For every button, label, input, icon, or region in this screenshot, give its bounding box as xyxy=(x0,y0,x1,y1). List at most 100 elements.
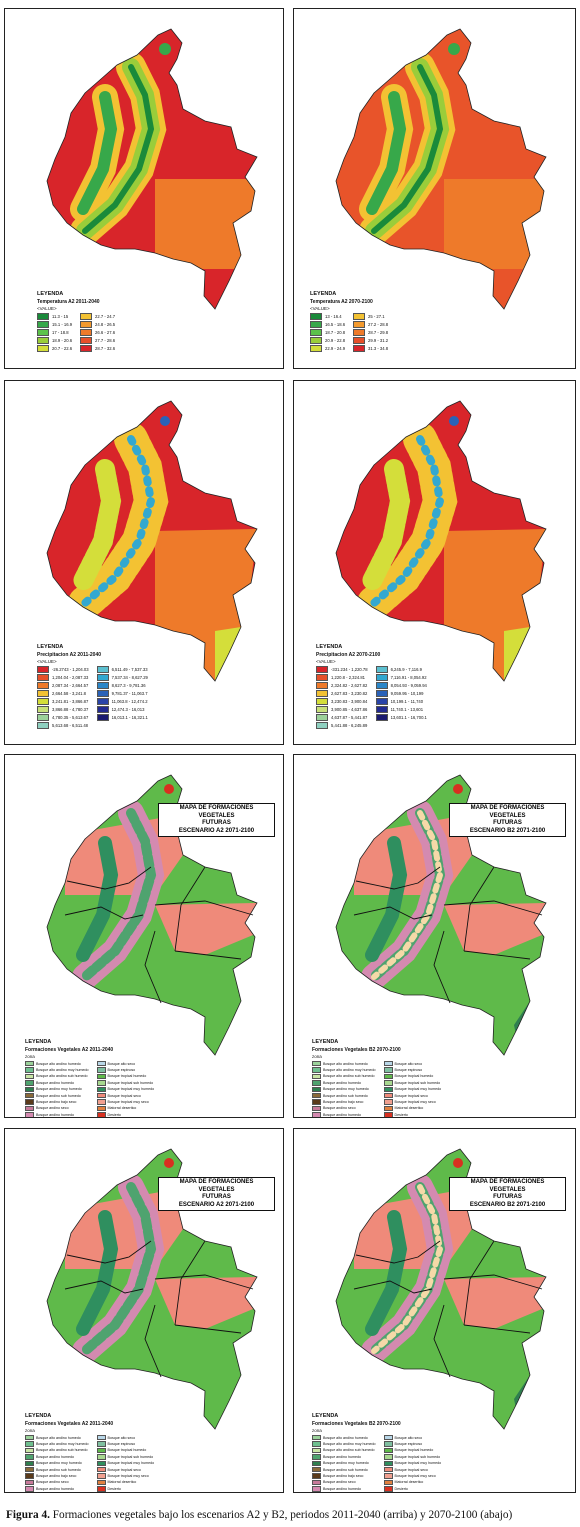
legend-swatch xyxy=(383,1466,393,1473)
legend-item-label: 25 - 27.1 xyxy=(368,314,385,319)
legend-swatch xyxy=(383,1061,393,1067)
legend-swatch xyxy=(25,1466,34,1473)
department-boundary xyxy=(174,866,206,952)
pacific-very-humid xyxy=(365,836,408,962)
legend-item: Desierto xyxy=(96,1112,155,1117)
legend-swatch xyxy=(383,1435,393,1441)
legend-item: Bosque alto andino sub humedo xyxy=(25,1073,89,1080)
legend-item: Bosque alto andino sub humedo xyxy=(312,1447,376,1454)
department-boundary xyxy=(353,906,433,920)
legend-item: Bosque espinoso xyxy=(383,1067,442,1073)
map-legend: LEYENDA Precipitacion A2 2011-2040 <VALUE>… xyxy=(37,644,148,729)
country-outline xyxy=(46,28,258,310)
legend-item-label: Bosque tropical sub humedo xyxy=(107,1454,154,1459)
legend-item: Bosque alto andino muy humedo xyxy=(25,1067,89,1073)
legend-swatch xyxy=(96,1092,106,1099)
legend-item: Bosque espinoso xyxy=(96,1441,155,1447)
legend-item: Bosque andino bajo seco xyxy=(25,1473,89,1479)
legend-item-label: 28.7 - 32.6 xyxy=(95,346,116,351)
legend-item-label: 6,511.49 - 7,537.33 xyxy=(111,667,148,672)
legend-swatch xyxy=(312,1454,321,1460)
legend-swatch xyxy=(37,682,49,689)
legend-item-label: 6,245.9 - 7,116.9 xyxy=(390,667,422,672)
legend-item-label: Bosque alto andino humedo xyxy=(323,1061,368,1066)
legend-item: Bosque andino humedo xyxy=(25,1486,89,1492)
legend-item: Bosque tropical muy humedo xyxy=(383,1086,442,1092)
legend-item-label: Bosque andino humedo xyxy=(323,1454,361,1459)
legend-swatch xyxy=(312,1466,321,1473)
map-title-line: FUTURAS xyxy=(202,1194,231,1200)
andean-very-humid xyxy=(80,808,157,982)
legend-item: 1,220.8 - 2,324.81 xyxy=(316,674,368,681)
legend-item-label: 20.7 - 22.6 xyxy=(52,346,73,351)
legend-item: 16.5 - 18.6 xyxy=(310,321,345,328)
legend-swatch xyxy=(353,313,366,320)
legend-item: 7,537.34 - 8,627.29 xyxy=(96,674,148,681)
legend-swatch xyxy=(96,1479,106,1486)
legend-swatch xyxy=(80,329,93,336)
legend-swatch xyxy=(375,706,388,713)
legend-swatch xyxy=(312,1073,321,1080)
legend-item: 27.2 - 28.8 xyxy=(353,321,388,328)
legend-title: Precipitacion A2 2070-2100 xyxy=(316,652,381,658)
legend-item-label: Matorral desertico xyxy=(107,1480,137,1485)
legend-swatch xyxy=(96,1086,106,1092)
legend-item: 22.7 - 24.7 xyxy=(80,313,115,320)
department-boundary xyxy=(463,950,531,960)
legend-title: Formaciones Vegetales A2 2011-2040 xyxy=(25,1047,114,1053)
legend-swatch xyxy=(96,674,109,681)
legend-item-label: Bosque andino seco xyxy=(36,1106,69,1111)
legend-swatch xyxy=(25,1061,34,1067)
legend-item: 6,511.49 - 7,537.33 xyxy=(96,666,148,673)
legend-item-label: 7,116.91 - 8,054.92 xyxy=(390,675,427,680)
legend-items: -26.2743 - 1,204.03 1,204.04 - 2,087.33 2,… xyxy=(37,666,148,729)
legend-item: Bosque andino seco xyxy=(312,1105,376,1112)
legend-item-label: Bosque tropical sub humedo xyxy=(107,1080,154,1085)
legend-swatch xyxy=(37,321,49,328)
country-outline xyxy=(335,774,547,1056)
legend-item-label: Bosque tropical sub humedo xyxy=(394,1454,441,1459)
legend-item-label: Bosque tropical muy humedo xyxy=(394,1087,442,1092)
region-lowland-south xyxy=(444,179,546,269)
legend-items: -331.234 - 1,220.78 1,220.8 - 2,324.81 2,3… xyxy=(316,666,427,729)
legend-item: Desierto xyxy=(383,1112,442,1117)
legend-swatch xyxy=(310,321,322,328)
legend-items: Bosque alto andino humedo Bosque alto and… xyxy=(25,1061,155,1117)
department-boundary xyxy=(353,1280,433,1294)
legend-item-label: 27.2 - 28.8 xyxy=(368,322,389,327)
legend-swatch xyxy=(37,690,49,697)
map-legend: LEYENDA Formaciones Vegetales B2 2070-210… xyxy=(312,1413,442,1492)
legend-swatch xyxy=(383,1479,393,1486)
legend-item: 2,324.82 - 2,627.82 xyxy=(316,682,368,689)
legend-item: Bosque andino sub humedo xyxy=(312,1092,376,1099)
legend-item: Bosque alto seco xyxy=(383,1435,442,1441)
legend-item-label: 20.9 - 22.8 xyxy=(325,338,346,343)
department-boundary xyxy=(463,1324,531,1334)
legend-item: Bosque andino bajo seco xyxy=(312,1473,376,1479)
legend-items: Bosque alto andino humedo Bosque alto and… xyxy=(25,1435,155,1492)
legend-item-label: 11,063.8 - 12,474.2 xyxy=(111,699,148,704)
legend-item: Matorral desertico xyxy=(383,1479,442,1486)
legend-item: Matorral desertico xyxy=(96,1479,155,1486)
legend-item: 11,740.1 - 13,601 xyxy=(375,706,427,713)
legend-item-label: Bosque tropical humedo xyxy=(394,1074,434,1079)
legend-item-label: Bosque alto andino muy humedo xyxy=(36,1442,89,1447)
legend-swatch xyxy=(96,1466,106,1473)
legend-item: Bosque tropical humedo xyxy=(383,1073,442,1080)
legend-swatch xyxy=(37,313,49,320)
legend-item-label: Bosque andino sub humedo xyxy=(36,1467,81,1472)
legend-item-label: Bosque tropical sub humedo xyxy=(394,1080,441,1085)
legend-item-label: Bosque alto andino humedo xyxy=(323,1435,368,1440)
legend-item-label: Bosque tropical seco xyxy=(107,1467,141,1472)
legend-swatch xyxy=(25,1486,34,1492)
legend-item-label: 5,441.88 - 6,245.89 xyxy=(331,723,368,728)
legend-value-label: <VALUE> xyxy=(316,659,336,664)
legend-item: Bosque andino humedo xyxy=(312,1112,376,1117)
legend-swatch xyxy=(80,321,93,328)
legend-item-label: Bosque tropical muy humedo xyxy=(107,1461,155,1466)
legend-item-label: 18.7 - 20.8 xyxy=(325,330,346,335)
legend-swatch xyxy=(96,682,109,689)
legend-item-label: 8,054.93 - 9,059.94 xyxy=(390,683,427,688)
department-boundary xyxy=(463,1240,495,1326)
region-lowland-south xyxy=(155,179,257,269)
